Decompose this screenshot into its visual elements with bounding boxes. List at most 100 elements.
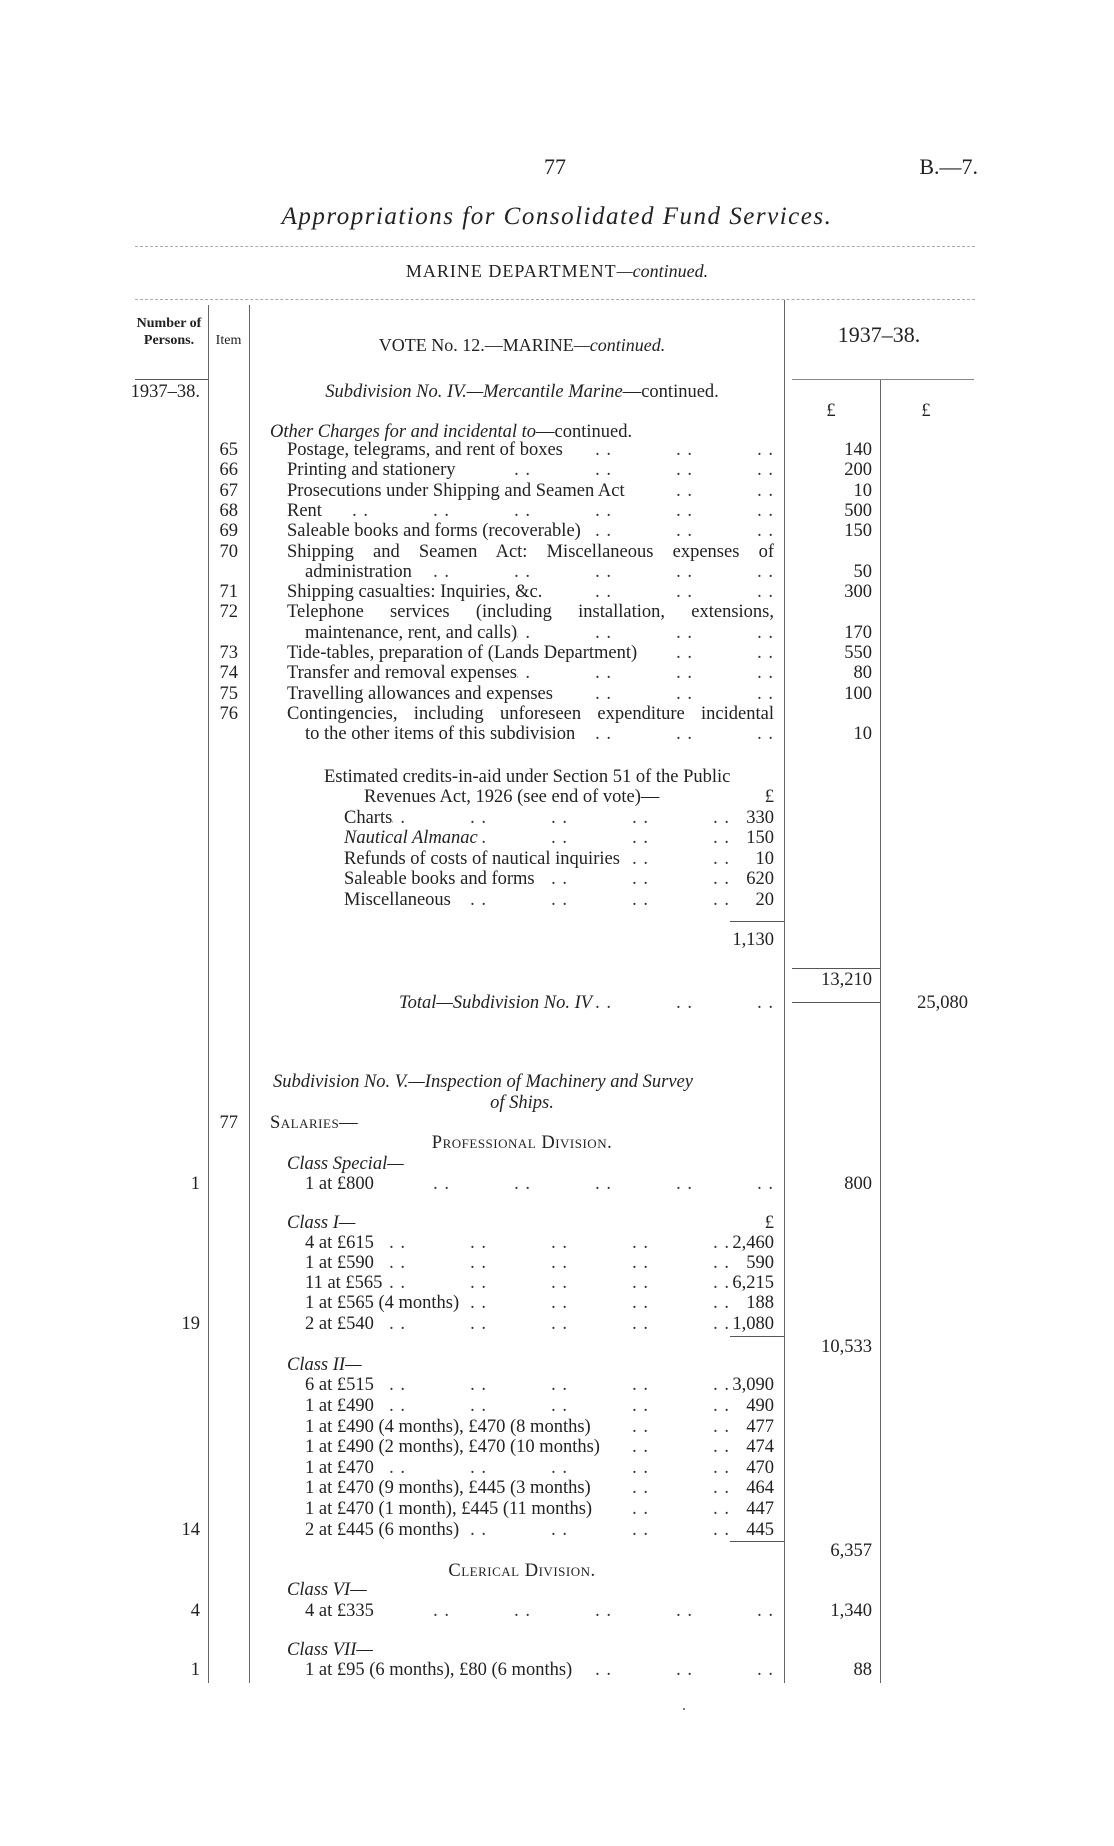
table-row: Class Special— <box>0 1153 1114 1175</box>
department-heading: MARINE DEPARTMENT—continued. <box>200 261 914 282</box>
row-description: 2 at £445 (6 months). . . . . . . . . . … <box>305 1519 730 1541</box>
row-label: administration <box>305 561 412 583</box>
table-row: Other Charges for and incidental to—cont… <box>0 421 1114 443</box>
row-label: Class Special— <box>287 1153 404 1175</box>
row-description: Charts. . . . . . . . . . . . . . . . . … <box>344 807 730 829</box>
row-label-text: Rent <box>287 501 322 521</box>
header-vote: VOTE No. 12.—MARINE—continued. <box>270 335 774 355</box>
dot-leader: . . . . . . . . . . . . . . . . . . . . … <box>322 501 774 521</box>
inner-amount: £ <box>764 787 774 807</box>
item-number: 65 <box>219 440 239 460</box>
row-label-text: Postage, telegrams, and rent of boxes <box>287 440 563 460</box>
dot-leader: . . . . . . . . . . . . . . . . . . . . … <box>517 663 774 683</box>
row-description: Shipping and Seamen Act: Miscellaneous e… <box>287 541 774 563</box>
row-label-text: Telephone services (including installati… <box>287 602 774 622</box>
row-description: 6 at £515. . . . . . . . . . . . . . . .… <box>305 1374 730 1396</box>
vote-suffix: —continued. <box>573 335 666 355</box>
amount-column-1: 500 <box>844 501 872 521</box>
dot-leader: . . . . . . . . . . . . . . . . . . . . … <box>591 1417 730 1437</box>
row-label: Clerical Division. <box>448 1560 595 1582</box>
inner-amount: 330 <box>746 808 774 828</box>
dot-leader: . . . . . . . . . . . . . . . . . . . . … <box>600 1437 730 1457</box>
amount-column-1: 170 <box>844 623 872 643</box>
row-label-text: Revenues Act, 1926 (see end of vote)— <box>364 787 660 807</box>
row-description: Other Charges for and incidental to—cont… <box>270 421 774 443</box>
dot-leader: . . . . . . . . . . . . . . . . . . . . … <box>374 1458 730 1478</box>
table-row: maintenance, rent, and calls). . . . . .… <box>0 622 1114 644</box>
inner-amount: 464 <box>746 1478 774 1498</box>
row-description: Total—Subdivision No. IV. . . . . . . . … <box>399 992 774 1014</box>
row-label-text: Miscellaneous <box>344 890 451 910</box>
dot-leader: . . . . . . . . . . . . . . . . . . . . … <box>542 582 774 602</box>
table-row: 1 at £565 (4 months). . . . . . . . . . … <box>0 1292 1114 1314</box>
row-label: Subdivision No. IV.—Mercantile Marine—co… <box>325 381 719 403</box>
amount-column-1: 1,340 <box>830 1601 872 1621</box>
table-row: 65 Postage, telegrams, and rent of boxes.… <box>0 439 1114 461</box>
dot-leader: . . . . . . . . . . . . . . . . . . . . … <box>478 828 730 848</box>
row-label: Subdivision No. V.—Inspection of Machine… <box>273 1071 693 1093</box>
number-of-persons: 1937–38. <box>130 382 200 402</box>
table-row: 1 1 at £800. . . . . . . . . . . . . . . … <box>0 1173 1114 1195</box>
row-description: Class I— <box>287 1212 730 1234</box>
row-description: Telephone services (including installati… <box>287 601 774 623</box>
column-rule <box>880 380 881 1683</box>
row-label-text: 1 at £490 (4 months), £470 (8 months) <box>305 1417 591 1437</box>
row-label-text: 1 at £490 (2 months), £470 (10 months) <box>305 1437 600 1457</box>
table-row: 75 Travelling allowances and expenses. . … <box>0 683 1114 705</box>
dot-leader: . . . . . . . . . . . . . . . . . . . . … <box>563 440 774 460</box>
dot-leader: . . . . . . . . . . . . . . . . . . . . … <box>459 1520 730 1540</box>
table-row: 13,210 <box>0 969 1114 991</box>
item-number: 77 <box>219 1113 239 1133</box>
table-row: to the other items of this subdivision. … <box>0 723 1114 745</box>
table-row: 1 at £490. . . . . . . . . . . . . . . .… <box>0 1395 1114 1417</box>
item-number: 67 <box>219 481 239 501</box>
row-description: Salaries— <box>270 1112 774 1134</box>
amount-column-1: 150 <box>844 521 872 541</box>
row-description: 1 at £800. . . . . . . . . . . . . . . .… <box>305 1173 774 1195</box>
row-description: administration. . . . . . . . . . . . . … <box>305 561 774 583</box>
dot-leader: . . . . . . . . . . . . . . . . . . . . … <box>374 1253 730 1273</box>
amount-column-1: 100 <box>844 684 872 704</box>
column-rule <box>208 305 209 1683</box>
amount-column-1: 13,210 <box>821 970 872 990</box>
row-label-italic: of Ships. <box>490 1093 554 1113</box>
table-row: 19 2 at £540. . . . . . . . . . . . . . .… <box>0 1313 1114 1335</box>
row-label-text: 1 at £95 (6 months), £80 (6 months) <box>305 1660 573 1680</box>
row-label-text: 1 at £800 <box>305 1174 374 1194</box>
table-row: 14 2 at £445 (6 months). . . . . . . . . … <box>0 1519 1114 1541</box>
row-description: Contingencies, including unforeseen expe… <box>287 703 774 725</box>
ink-speck <box>683 1708 685 1710</box>
sum-rule <box>792 968 880 969</box>
row-description: 4 at £615. . . . . . . . . . . . . . . .… <box>305 1232 730 1254</box>
table-row: 76 Contingencies, including unforeseen ex… <box>0 703 1114 725</box>
table-row: 6,357 <box>0 1540 1114 1562</box>
row-description: Refunds of costs of nautical inquiries. … <box>344 848 730 870</box>
row-label: Class I— <box>287 1212 355 1234</box>
row-label: 2 at £445 (6 months) <box>305 1519 459 1541</box>
row-label: Contingencies, including unforeseen expe… <box>287 703 774 725</box>
row-description: of Ships. <box>270 1092 774 1114</box>
row-description: 1 at £470. . . . . . . . . . . . . . . .… <box>305 1457 730 1479</box>
inner-amount: 447 <box>746 1499 774 1519</box>
row-label: 1 at £95 (6 months), £80 (6 months) <box>305 1659 572 1681</box>
row-label-italic: Subdivision No. V.—Inspection of Machine… <box>273 1072 693 1092</box>
row-label-text: Contingencies, including unforeseen expe… <box>287 704 774 724</box>
inner-amount: 6,215 <box>732 1273 774 1293</box>
header-rule <box>792 379 974 380</box>
table-row: of Ships. <box>0 1092 1114 1114</box>
row-label-text: Travelling allowances and expenses <box>287 684 553 704</box>
row-label-text: 1 at £490 <box>305 1396 374 1416</box>
department-suffix: —continued. <box>616 261 709 281</box>
dot-leader: . . . . . . . . . . . . . . . . . . . . … <box>581 521 774 541</box>
row-description: Class II— <box>287 1354 774 1376</box>
row-description: Shipping casualties: Inquiries, &c.. . .… <box>287 581 774 603</box>
amount-column-1: 800 <box>844 1174 872 1194</box>
table-row: Estimated credits-in-aid under Section 5… <box>0 766 1114 788</box>
inner-amount: 10 <box>755 849 775 869</box>
row-description: Rent. . . . . . . . . . . . . . . . . . … <box>287 500 774 522</box>
table-row: 66 Printing and stationery. . . . . . . .… <box>0 459 1114 481</box>
row-label: 1 at £800 <box>305 1173 374 1195</box>
sum-rule <box>730 1541 784 1542</box>
table-row: 1 at £490 (2 months), £470 (10 months). … <box>0 1436 1114 1458</box>
item-number: 68 <box>219 501 239 521</box>
